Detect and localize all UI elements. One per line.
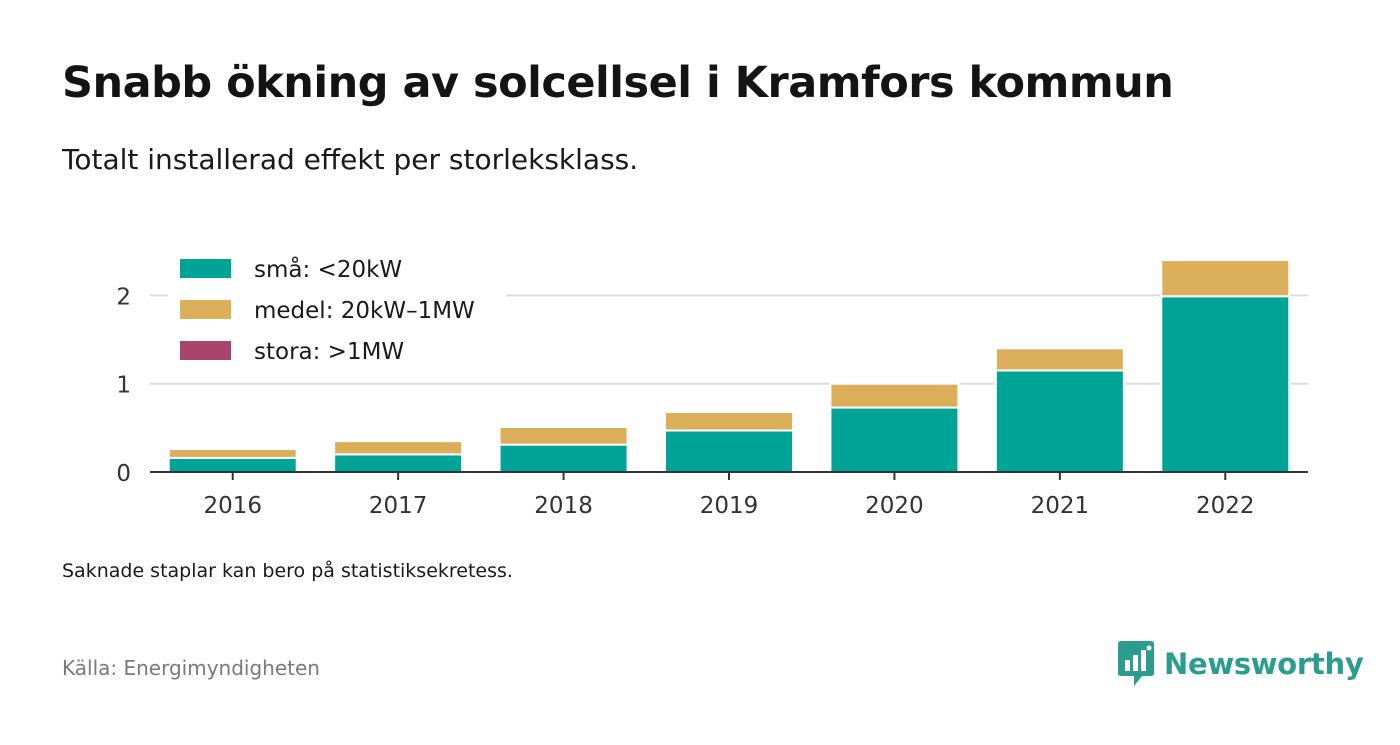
legend: små: <20kW medel: 20kW–1MW stora: >1MW	[168, 248, 506, 374]
legend-swatch	[180, 300, 231, 319]
y-tick-label: 0	[116, 461, 131, 487]
brand-name: Newsworthy	[1164, 647, 1364, 681]
legend-label: medel: 20kW–1MW	[254, 298, 475, 324]
chart-subtitle: Totalt installerad effekt per storlekskl…	[62, 143, 639, 176]
legend-label: små: <20kW	[254, 255, 402, 283]
x-tick-label: 2022	[1196, 493, 1255, 519]
legend-swatch	[180, 259, 231, 278]
brand-logo: Newsworthy	[1118, 640, 1364, 688]
bar-2020-series-1	[829, 382, 960, 409]
bar-2021-series-0	[994, 369, 1125, 473]
bar-2022-series-0	[1160, 295, 1291, 473]
bar-2019-series-0	[664, 429, 794, 473]
bar-2016-series-0	[167, 456, 298, 474]
y-tick-label: 2	[116, 284, 131, 310]
x-tick-label: 2019	[700, 493, 759, 519]
chart-title: Snabb ökning av solcellsel i Kramfors ko…	[62, 58, 1174, 108]
x-axis-ticks: 2016 2017 2018 2019 2020 2021 2022	[203, 472, 1255, 519]
bar-2018-series-1	[498, 425, 629, 446]
x-tick-label: 2020	[865, 493, 924, 519]
x-tick-label: 2017	[369, 493, 428, 519]
bar-2022-series-1	[1160, 259, 1291, 298]
footnote: Saknade staplar kan bero på statistiksek…	[62, 560, 513, 582]
bar-2017-series-1	[333, 440, 464, 456]
bar-2016-series-1	[167, 448, 298, 459]
bar-2018-series-0	[498, 443, 629, 474]
x-tick-label: 2018	[534, 493, 593, 519]
x-tick-label: 2021	[1031, 493, 1090, 519]
bar-2017-series-0	[333, 453, 464, 473]
bar-chart: 2016 2017 2018 2019 2020 2021 2022 0 1 2 små: <2…	[116, 248, 1308, 519]
source-label: Källa: Energimyndigheten	[62, 656, 320, 680]
legend-swatch	[180, 341, 231, 360]
newsworthy-logo-icon	[1118, 641, 1154, 686]
y-axis-ticks: 0 1 2	[116, 284, 131, 487]
bar-2020-series-0	[829, 406, 960, 473]
y-tick-label: 1	[116, 373, 131, 399]
legend-label: stora: >1MW	[254, 339, 404, 365]
bar-2019-series-1	[664, 410, 794, 432]
bar-2021-series-1	[994, 347, 1125, 372]
x-tick-label: 2016	[203, 493, 262, 519]
